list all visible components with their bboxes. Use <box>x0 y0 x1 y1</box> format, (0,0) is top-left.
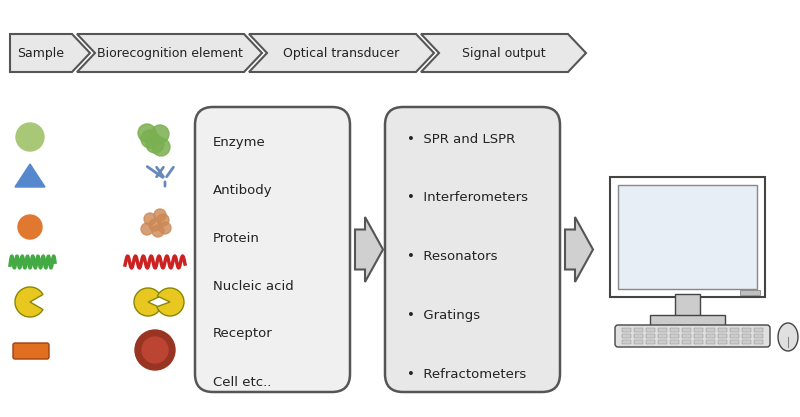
Polygon shape <box>15 164 45 187</box>
Text: Signal output: Signal output <box>462 47 546 60</box>
Bar <box>730 328 739 332</box>
Circle shape <box>138 124 156 142</box>
Circle shape <box>152 138 170 156</box>
Bar <box>670 328 679 332</box>
Bar <box>754 334 763 338</box>
Text: Enzyme: Enzyme <box>213 136 266 148</box>
Bar <box>754 328 763 332</box>
Bar <box>718 334 727 338</box>
Text: Antibody: Antibody <box>213 183 273 196</box>
Text: Nucleic acid: Nucleic acid <box>213 279 294 292</box>
Bar <box>730 334 739 338</box>
FancyBboxPatch shape <box>618 185 757 289</box>
Bar <box>634 340 643 344</box>
Circle shape <box>142 337 168 363</box>
FancyArrow shape <box>565 217 593 282</box>
Bar <box>682 340 691 344</box>
Text: Sample: Sample <box>18 47 65 60</box>
Circle shape <box>146 135 164 153</box>
Wedge shape <box>15 287 43 317</box>
Circle shape <box>159 222 171 234</box>
Bar <box>718 328 727 332</box>
Bar <box>622 328 631 332</box>
Bar <box>754 340 763 344</box>
Bar <box>718 340 727 344</box>
Bar <box>694 340 703 344</box>
Circle shape <box>16 123 44 151</box>
Bar <box>646 334 655 338</box>
Bar <box>730 340 739 344</box>
Wedge shape <box>157 288 184 316</box>
FancyArrow shape <box>355 217 383 282</box>
Polygon shape <box>249 34 434 72</box>
Bar <box>740 290 760 295</box>
Bar <box>622 340 631 344</box>
Wedge shape <box>134 288 161 316</box>
Bar <box>670 334 679 338</box>
Polygon shape <box>10 34 90 72</box>
Bar <box>682 334 691 338</box>
FancyBboxPatch shape <box>615 325 770 347</box>
Circle shape <box>144 213 156 225</box>
Text: Biorecognition element: Biorecognition element <box>97 47 242 60</box>
FancyBboxPatch shape <box>385 107 560 392</box>
FancyBboxPatch shape <box>195 107 350 392</box>
Circle shape <box>141 223 153 235</box>
Text: •  SPR and LSPR: • SPR and LSPR <box>407 133 515 146</box>
Circle shape <box>135 330 175 370</box>
Text: •  Interferometers: • Interferometers <box>407 191 528 204</box>
Bar <box>658 328 667 332</box>
Bar <box>675 294 700 322</box>
Bar <box>742 334 751 338</box>
Bar <box>694 334 703 338</box>
Bar <box>670 340 679 344</box>
Circle shape <box>141 130 159 148</box>
Bar <box>646 340 655 344</box>
Ellipse shape <box>778 323 798 351</box>
Bar <box>706 328 715 332</box>
Bar <box>622 334 631 338</box>
Bar <box>658 334 667 338</box>
Bar <box>706 334 715 338</box>
Circle shape <box>157 214 169 226</box>
Text: •  Refractometers: • Refractometers <box>407 367 526 380</box>
Text: Protein: Protein <box>213 231 260 244</box>
Text: Cell etc..: Cell etc.. <box>213 375 271 389</box>
Text: •  Gratings: • Gratings <box>407 309 480 322</box>
Polygon shape <box>421 34 586 72</box>
Bar <box>634 328 643 332</box>
Text: •  Resonators: • Resonators <box>407 250 498 263</box>
FancyBboxPatch shape <box>610 177 765 297</box>
Circle shape <box>18 215 42 239</box>
Bar <box>694 328 703 332</box>
Text: Receptor: Receptor <box>213 327 273 341</box>
FancyArrow shape <box>650 315 725 329</box>
Circle shape <box>154 209 166 221</box>
FancyBboxPatch shape <box>13 343 49 359</box>
Bar <box>646 328 655 332</box>
Circle shape <box>152 225 164 237</box>
Polygon shape <box>77 34 262 72</box>
Circle shape <box>149 219 161 231</box>
Bar <box>634 334 643 338</box>
Bar <box>658 340 667 344</box>
Bar <box>706 340 715 344</box>
Bar <box>742 328 751 332</box>
Bar <box>742 340 751 344</box>
Bar <box>682 328 691 332</box>
Circle shape <box>151 125 169 143</box>
Text: Optical transducer: Optical transducer <box>283 47 400 60</box>
